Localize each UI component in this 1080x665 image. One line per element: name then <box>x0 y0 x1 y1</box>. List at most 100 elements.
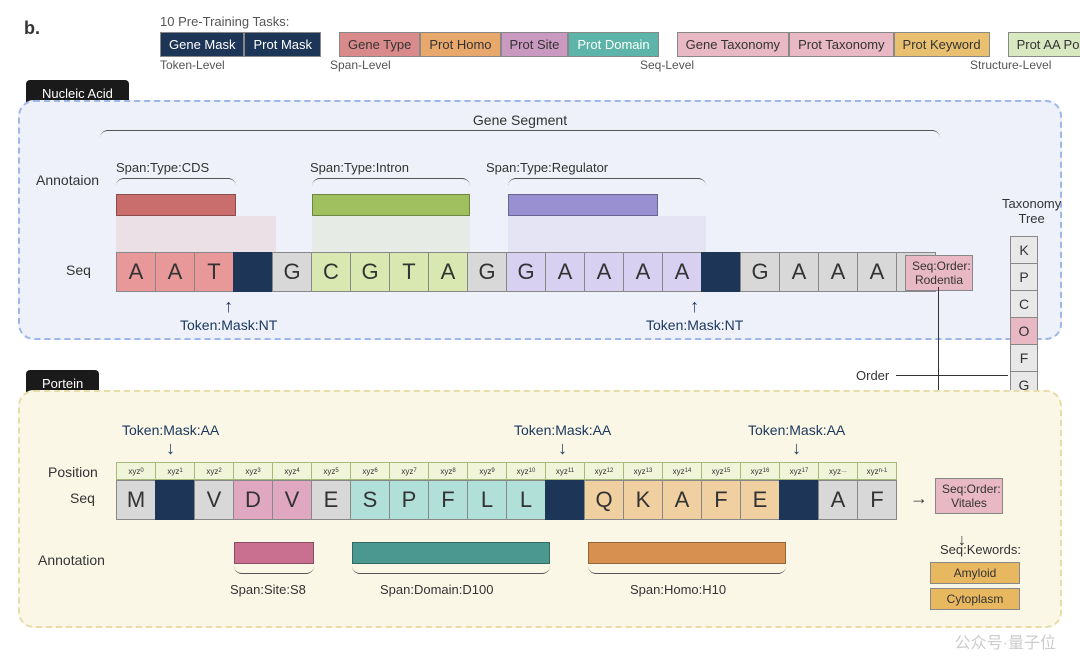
span-homo-brace <box>588 566 786 574</box>
task-4: Prot Site <box>501 32 569 57</box>
nuc-seq-7: T <box>389 252 429 292</box>
span-site-bar <box>234 542 314 564</box>
mask-nt-2: Token:Mask:NT <box>646 296 743 333</box>
nuc-seq-12: A <box>584 252 624 292</box>
prot-pos-2: xyz2 <box>194 462 234 480</box>
nuc-seq-10: G <box>506 252 546 292</box>
nuc-seq-11: A <box>545 252 585 292</box>
nuc-seq-order: Seq:Order: Rodentia <box>905 255 973 291</box>
tasks-row: Gene MaskProt MaskGene TypeProt HomoProt… <box>160 32 1080 57</box>
nuc-seq-19: A <box>857 252 897 292</box>
span-reg-bar <box>508 194 658 216</box>
level-span: Span-Level <box>330 58 391 72</box>
prot-pos-16: xyz16 <box>740 462 780 480</box>
span-reg-brace <box>508 178 706 186</box>
task-0: Gene Mask <box>160 32 244 57</box>
nuc-seq-17: A <box>779 252 819 292</box>
nuc-seq-5: C <box>311 252 351 292</box>
prot-seq-14: A <box>662 480 702 520</box>
task-6: Gene Taxonomy <box>677 32 789 57</box>
span-homo-bar <box>588 542 786 564</box>
prot-seq-19: F <box>857 480 897 520</box>
prot-pos-17: xyz17 <box>779 462 819 480</box>
position-row-label: Position <box>48 464 98 480</box>
nuc-seq-13: A <box>623 252 663 292</box>
prot-seq-16: E <box>740 480 780 520</box>
nuc-seq-9: G <box>467 252 507 292</box>
span-reg-label: Span:Type:Regulator <box>486 160 608 175</box>
order-line-h <box>896 375 1008 376</box>
prot-seq-1 <box>155 480 195 520</box>
span-domain-label: Span:Domain:D100 <box>380 582 493 597</box>
tasks-header: 10 Pre-Training Tasks: <box>160 14 289 29</box>
nucleic-seq-row: AATGCGTAGGAAAAGAAAA <box>116 252 935 292</box>
prot-seq-6: S <box>350 480 390 520</box>
prot-pos-12: xyz12 <box>584 462 624 480</box>
prot-pos-9: xyz9 <box>467 462 507 480</box>
tax-O: O <box>1010 317 1038 345</box>
span-intron-brace <box>312 178 470 186</box>
level-seq: Seq-Level <box>640 58 694 72</box>
prot-seq-3: D <box>233 480 273 520</box>
tax-C: C <box>1010 290 1038 318</box>
prot-seq-13: K <box>623 480 663 520</box>
panel-label: b. <box>24 18 40 39</box>
mask-nt-1: Token:Mask:NT <box>180 296 277 333</box>
task-2: Gene Type <box>339 32 420 57</box>
span-cds-label: Span:Type:CDS <box>116 160 209 175</box>
prot-pos-5: xyz5 <box>311 462 351 480</box>
prot-annotation-row-label: Annotation <box>38 552 105 568</box>
mask-aa-1: Token:Mask:AA <box>122 422 219 459</box>
nuc-seq-14: A <box>662 252 702 292</box>
task-8: Prot Keyword <box>894 32 990 57</box>
prot-seq-0: M <box>116 480 156 520</box>
mask-aa-2: Token:Mask:AA <box>514 422 611 459</box>
prot-seq-row-label: Seq <box>70 490 95 506</box>
watermark: 公众号·量子位 <box>955 629 1056 653</box>
prot-seq-12: Q <box>584 480 624 520</box>
prot-seq-4: V <box>272 480 312 520</box>
span-domain-bar <box>352 542 550 564</box>
prot-pos-19: xyzn-1 <box>857 462 897 480</box>
prot-pos-3: xyz3 <box>233 462 273 480</box>
task-9: Prot AA Position <box>1008 32 1080 57</box>
span-cds-brace <box>116 178 236 186</box>
nuc-seq-4: G <box>272 252 312 292</box>
span-cds-bar <box>116 194 236 216</box>
prot-pos-0: xyz0 <box>116 462 156 480</box>
protein-region: Position Seq Annotation Token:Mask:AA To… <box>18 390 1062 628</box>
prot-seq-15: F <box>701 480 741 520</box>
span-intron-bar <box>312 194 470 216</box>
nuc-seq-2: T <box>194 252 234 292</box>
span-domain-brace <box>352 566 550 574</box>
keyword-1: Amyloid <box>930 562 1020 584</box>
prot-pos-10: xyz10 <box>506 462 546 480</box>
prot-seq-5: E <box>311 480 351 520</box>
span-intron-shade <box>312 216 470 252</box>
mask-aa-3: Token:Mask:AA <box>748 422 845 459</box>
nuc-seq-3 <box>233 252 273 292</box>
span-reg-shade <box>508 216 706 252</box>
order-label: Order <box>856 368 889 383</box>
keyword-2: Cytoplasm <box>930 588 1020 610</box>
nuc-seq-0: A <box>116 252 156 292</box>
prot-seq-7: P <box>389 480 429 520</box>
prot-pos-6: xyz6 <box>350 462 390 480</box>
span-homo-label: Span:Homo:H10 <box>630 582 726 597</box>
prot-pos-11: xyz11 <box>545 462 585 480</box>
prot-seq-8: F <box>428 480 468 520</box>
level-token: Token-Level <box>160 58 225 72</box>
prot-seq-11 <box>545 480 585 520</box>
span-intron-label: Span:Type:Intron <box>310 160 409 175</box>
seq-row-label: Seq <box>66 262 91 278</box>
prot-seq-18: A <box>818 480 858 520</box>
arrow-to-keywords: ↓ <box>958 532 966 550</box>
task-1: Prot Mask <box>244 32 321 57</box>
nuc-seq-1: A <box>155 252 195 292</box>
protein-position-row: xyz0xyz1xyz2xyz3xyz4xyz5xyz6xyz7xyz8xyz9… <box>116 462 896 480</box>
keywords-label: Seq:Kewords: <box>940 542 1021 557</box>
arrow-to-order-prot: → <box>910 488 928 509</box>
nuc-seq-8: A <box>428 252 468 292</box>
nuc-seq-6: G <box>350 252 390 292</box>
nuc-seq-18: A <box>818 252 858 292</box>
